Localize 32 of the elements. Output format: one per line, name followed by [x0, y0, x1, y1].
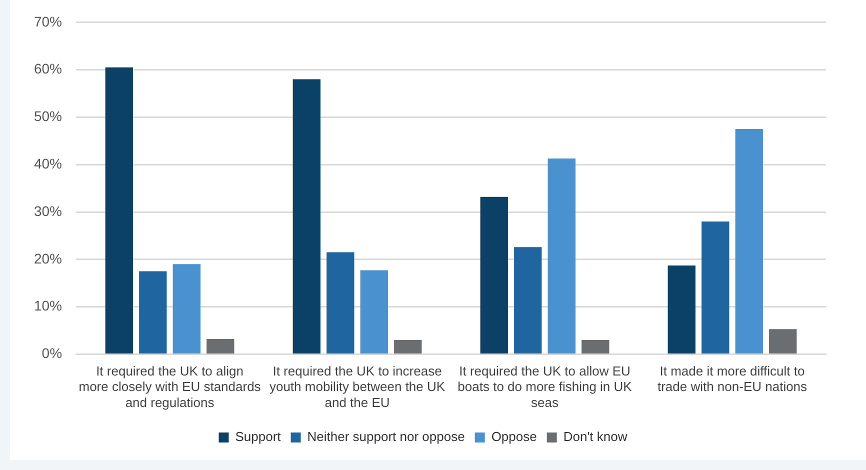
bar [139, 271, 167, 354]
bar [360, 270, 388, 354]
legend-label: Neither support nor oppose [307, 429, 465, 444]
y-tick-label: 10% [34, 298, 62, 314]
bar [582, 340, 610, 354]
x-tick-label: It required the UK to increase youth mobility between the UK and the EU [269, 364, 446, 410]
x-tick-label: It required the UK to allow EU boats to do more fishing in UK seas [458, 364, 632, 410]
y-tick-label: 20% [34, 250, 62, 266]
bar [394, 340, 422, 354]
bar [326, 252, 354, 354]
bar [172, 264, 200, 354]
legend-label: Don't know [563, 429, 628, 444]
y-tick-label: 70% [34, 13, 62, 30]
bar [769, 329, 797, 354]
bar [514, 247, 542, 354]
legend-label: Support [235, 429, 282, 444]
bar [480, 196, 508, 354]
legend-label: Oppose [491, 429, 537, 444]
bar [292, 79, 320, 354]
bar [735, 129, 763, 354]
y-tick-label: 50% [34, 108, 62, 124]
y-tick-label: 60% [34, 60, 62, 77]
y-tick-label: 40% [34, 155, 62, 172]
bar [668, 266, 696, 354]
bar [206, 339, 234, 354]
y-tick-label: 30% [34, 202, 62, 219]
y-tick-label: 0% [42, 345, 62, 362]
x-tick-label: It made it more difficult to trade with non-EU nations [657, 364, 808, 394]
bar [548, 158, 576, 354]
x-tick-label: It required the UK to align more closely with EU standards and regulations [78, 364, 262, 410]
bar [105, 67, 133, 354]
bar [702, 221, 730, 354]
